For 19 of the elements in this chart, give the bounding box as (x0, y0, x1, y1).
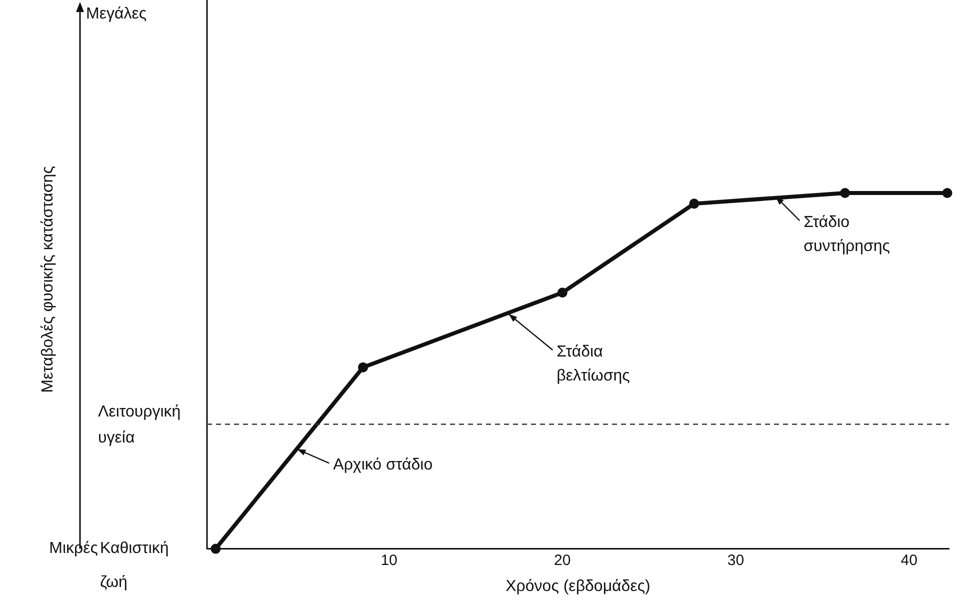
point (689, 198, 700, 209)
ref-line-label: Λειτουργική υγεία (98, 404, 181, 447)
point (358, 362, 368, 372)
point (557, 288, 568, 298)
annotation: Αρχικό στάδιο (333, 456, 433, 474)
text: Μεγάλες (86, 5, 147, 22)
text: Καθιστική ζωή (100, 540, 169, 592)
point (840, 188, 850, 198)
x-tick-label: 30 (727, 552, 744, 569)
text: Μεταβολές φυσικής κατάστασης (39, 166, 56, 393)
x-tick-label: 20 (554, 552, 571, 569)
annotation: Στάδια βελτίωσης (556, 343, 630, 384)
point (210, 544, 221, 554)
point (942, 188, 952, 198)
x-axis-title: Χρόνος (εβδομάδες) (506, 578, 650, 595)
text: Μικρές (49, 540, 98, 558)
x-tick-label: 40 (900, 552, 918, 569)
annotation: Στάδιο συντήρησης (804, 214, 890, 255)
x-tick-label: 10 (380, 552, 398, 569)
